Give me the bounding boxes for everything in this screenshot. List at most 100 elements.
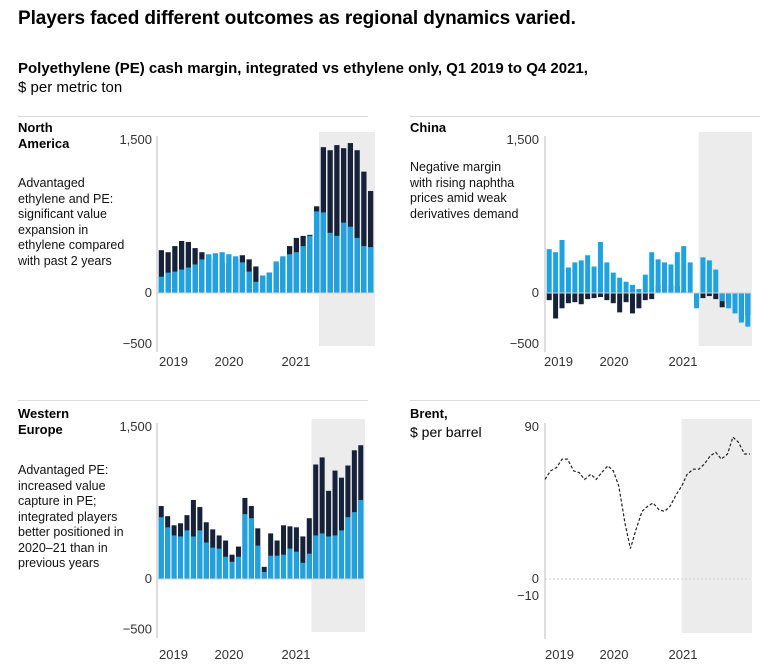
bar-china-ethylene-22 <box>687 262 693 293</box>
bar-china-ethylene-7 <box>591 266 597 293</box>
bar-na-ethylene-5 <box>192 264 198 293</box>
y-tick-label-china-1: 0 <box>532 285 539 300</box>
bar-na-ethylene-22 <box>307 235 313 293</box>
y-tick-label-we-2: −500 <box>123 622 152 637</box>
x-tick-label-brent-0: 2019 <box>545 647 574 662</box>
x-tick-label-na-1: 2020 <box>215 354 244 369</box>
bar-china-ethylene-23 <box>694 293 700 309</box>
shade-2021-na <box>319 132 375 346</box>
bar-na-integrated-31 <box>367 191 374 293</box>
bar-china-integrated-8 <box>597 293 603 298</box>
bar-na-integrated-29 <box>354 150 360 293</box>
bar-china-integrated-6 <box>585 293 591 300</box>
x-tick-label-we-1: 2020 <box>215 647 244 662</box>
bar-china-integrated-7 <box>591 293 597 299</box>
bar-na-integrated-3 <box>178 240 185 293</box>
bar-na-ethylene-26 <box>334 235 340 293</box>
bar-we-ethylene-3 <box>178 536 184 579</box>
bar-china-integrated-26 <box>713 293 719 300</box>
x-tick-label-brent-2: 2021 <box>669 647 698 662</box>
bar-china-integrated-16 <box>649 293 655 300</box>
brent-unit: $ per barrel <box>410 424 482 440</box>
y-tick-label-na-2: −500 <box>123 336 152 351</box>
bar-china-ethylene-9 <box>604 262 610 293</box>
bar-china-ethylene-25 <box>706 260 712 293</box>
bar-china-ethylene-27 <box>719 293 725 302</box>
bar-china-ethylene-19 <box>668 264 674 293</box>
bar-we-integrated-24 <box>313 464 319 579</box>
bar-china-ethylene-16 <box>649 252 655 293</box>
bar-china-ethylene-14 <box>636 288 642 293</box>
bar-we-ethylene-13 <box>242 514 248 579</box>
bar-we-ethylene-8 <box>210 547 216 579</box>
bar-china-integrated-0 <box>546 293 552 301</box>
bar-na-ethylene-15 <box>259 275 266 293</box>
bar-china-ethylene-6 <box>585 255 591 293</box>
bar-we-ethylene-14 <box>248 518 254 579</box>
y-tick-label-na-1: 0 <box>145 285 152 300</box>
bar-we-ethylene-0 <box>158 517 164 579</box>
chart-subtitle: Polyethylene (PE) cash margin, integrate… <box>18 60 588 77</box>
bar-china-ethylene-12 <box>623 281 629 293</box>
bar-china-ethylene-26 <box>713 269 719 293</box>
y-tick-label-we-1: 0 <box>145 571 152 586</box>
bar-na-ethylene-13 <box>246 271 252 293</box>
bar-na-ethylene-16 <box>266 272 273 293</box>
bar-we-integrated-23 <box>306 518 312 579</box>
bar-na-ethylene-20 <box>293 252 300 293</box>
shade-2021-brent <box>681 419 752 633</box>
bar-we-ethylene-9 <box>216 548 222 579</box>
bar-china-ethylene-3 <box>565 267 571 293</box>
bar-we-ethylene-11 <box>229 561 235 579</box>
bar-na-ethylene-14 <box>253 281 259 293</box>
bar-china-ethylene-0 <box>546 249 552 293</box>
bar-china-ethylene-5 <box>578 260 584 293</box>
bar-we-ethylene-16 <box>261 571 267 579</box>
x-tick-label-china-2: 2021 <box>669 354 698 369</box>
bar-china-integrated-11 <box>617 293 623 313</box>
bar-we-integrated-19 <box>281 525 287 579</box>
bar-we-ethylene-2 <box>171 535 177 579</box>
bar-china-ethylene-13 <box>629 284 635 293</box>
y-tick-label-we-0: 1,500 <box>119 419 152 434</box>
bar-we-ethylene-15 <box>255 545 261 579</box>
bar-china-integrated-25 <box>706 293 712 297</box>
bar-na-ethylene-30 <box>361 246 367 293</box>
bar-china-ethylene-29 <box>732 293 738 314</box>
y-tick-label-brent-0: 90 <box>525 419 539 434</box>
bar-china-ethylene-31 <box>745 293 751 327</box>
bar-na-ethylene-9 <box>219 252 225 293</box>
x-tick-label-we-2: 2021 <box>282 647 311 662</box>
bar-na-ethylene-31 <box>367 247 374 293</box>
bar-china-integrated-1 <box>553 293 559 319</box>
bar-na-ethylene-0 <box>158 276 165 293</box>
bar-na-ethylene-25 <box>327 232 333 293</box>
bar-we-integrated-27 <box>332 470 338 579</box>
bar-china-ethylene-15 <box>642 274 648 293</box>
bar-we-integrated-25 <box>319 457 325 579</box>
x-tick-label-brent-1: 2020 <box>600 647 629 662</box>
note-north-america: Advantaged ethylene and PE: significant … <box>18 176 125 268</box>
bar-china-ethylene-1 <box>553 252 559 293</box>
bar-we-integrated-26 <box>326 490 332 579</box>
bar-na-ethylene-1 <box>165 272 171 293</box>
bar-we-ethylene-5 <box>190 536 196 579</box>
bar-we-ethylene-20 <box>287 548 293 579</box>
bar-we-ethylene-30 <box>351 512 357 579</box>
bar-na-integrated-28 <box>347 143 354 293</box>
bar-we-ethylene-10 <box>223 556 229 579</box>
bar-na-integrated-0 <box>158 250 165 293</box>
bar-we-ethylene-26 <box>326 536 332 579</box>
note-china: Negative margin with rising naphtha pric… <box>410 160 519 221</box>
bar-na-ethylene-10 <box>226 254 232 293</box>
brent-title: Brent, <box>410 406 448 421</box>
region-label-north-america: North America <box>18 120 70 151</box>
bar-we-integrated-22 <box>300 536 306 579</box>
bar-we-ethylene-12 <box>235 556 241 579</box>
x-tick-label-china-1: 2020 <box>600 354 629 369</box>
y-tick-label-china-2: −500 <box>510 336 539 351</box>
bar-na-ethylene-11 <box>232 256 239 293</box>
shade-2021-china <box>698 132 752 346</box>
bar-na-integrated-30 <box>361 171 367 293</box>
bar-na-ethylene-3 <box>178 269 185 293</box>
